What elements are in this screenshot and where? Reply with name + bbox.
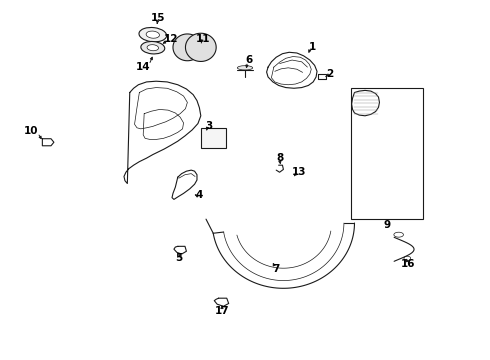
Text: 12: 12 <box>163 34 178 44</box>
Text: 5: 5 <box>175 253 182 263</box>
Text: 7: 7 <box>272 264 280 274</box>
Text: 6: 6 <box>245 55 252 65</box>
Ellipse shape <box>146 31 159 38</box>
Text: 13: 13 <box>292 167 306 177</box>
Ellipse shape <box>147 45 159 51</box>
Text: 4: 4 <box>196 190 203 200</box>
Text: 9: 9 <box>383 220 390 230</box>
Bar <box>353 126 366 134</box>
Polygon shape <box>186 33 216 62</box>
Text: 11: 11 <box>196 34 211 44</box>
Text: 17: 17 <box>215 306 229 316</box>
Ellipse shape <box>141 41 165 54</box>
Text: 3: 3 <box>205 121 213 131</box>
Bar <box>201 128 226 148</box>
Text: 2: 2 <box>326 69 333 79</box>
Ellipse shape <box>139 27 167 42</box>
Bar <box>380 153 391 159</box>
Bar <box>351 88 423 219</box>
Text: 14: 14 <box>136 62 150 72</box>
Text: 10: 10 <box>24 126 39 136</box>
Text: 15: 15 <box>150 13 165 23</box>
Text: 16: 16 <box>401 259 416 269</box>
Text: 1: 1 <box>309 42 316 52</box>
Bar <box>380 188 391 194</box>
Ellipse shape <box>237 66 253 70</box>
Polygon shape <box>173 34 202 61</box>
Bar <box>380 93 391 99</box>
Text: 8: 8 <box>276 153 283 163</box>
